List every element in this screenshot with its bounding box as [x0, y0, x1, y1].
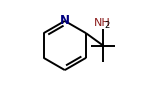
- Text: N: N: [60, 14, 70, 27]
- Text: NH: NH: [94, 18, 111, 28]
- Text: 2: 2: [104, 21, 109, 30]
